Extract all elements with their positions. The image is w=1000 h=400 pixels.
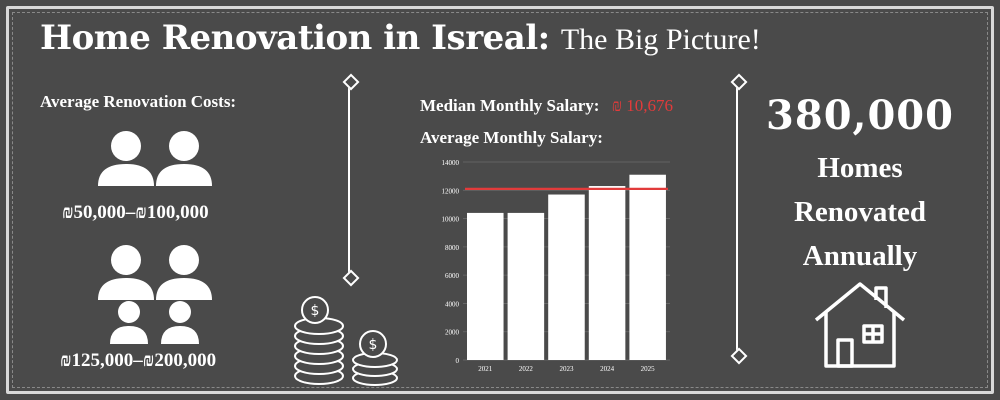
cost-tier2-label: ₪125,000–₪200,000 [60,350,217,371]
median-salary-value: ₪ 10,676 [611,96,674,115]
average-salary-label: Average Monthly Salary: [420,128,603,147]
page-title: Home Renovation in Isreal: The Big Pictu… [40,18,761,58]
homes-renovated-number: 380,000 [766,92,954,139]
y-tick-label: 4000 [445,300,460,308]
homes-renovated-caption: Homes Renovated Annually [740,146,980,278]
family-of-four-icon [98,245,212,344]
costs-heading: Average Renovation Costs: [40,92,237,111]
y-tick-label: 12000 [442,187,460,195]
x-tick-label: 2023 [559,365,574,373]
title-sub: The Big Picture! [560,23,761,56]
caption-line-2: Renovated [793,196,927,228]
x-tick-label: 2024 [600,365,615,373]
bar [588,186,626,360]
caption-line-1: Homes [817,152,903,184]
bar [629,174,666,360]
house-icon [814,282,906,368]
y-tick-label: 6000 [445,272,460,280]
title-main: Home Renovation in Isreal: [40,18,550,58]
x-tick-label: 2021 [478,365,493,373]
x-tick-label: 2022 [519,365,534,373]
divider-right [736,82,738,356]
y-tick-label: 2000 [445,329,460,337]
x-tick-label: 2025 [641,365,656,373]
svg-text:$: $ [311,303,320,319]
bar [467,212,504,360]
salary-bar-chart: 0 2000 4000 6000 8000 10000 12000 14000 2021 2022… [442,159,670,373]
bar [507,212,545,360]
svg-text:$: $ [369,337,378,353]
median-salary-label: Median Monthly Salary: [420,96,600,115]
caption-line-3: Annually [802,240,918,272]
median-salary-row: Median Monthly Salary: ₪ 10,676 [420,96,673,116]
y-tick-label: 14000 [442,159,460,167]
y-tick-label: 0 [456,357,460,365]
two-people-icon [98,131,212,186]
divider-left [348,82,350,278]
y-tick-label: 10000 [442,216,460,224]
cost-tier1-label: ₪50,000–₪100,000 [62,202,209,223]
chalk-frame [6,6,994,394]
bar [548,194,585,360]
y-tick-label: 8000 [445,244,460,252]
coin-stack-icon: $ $ [294,296,398,386]
